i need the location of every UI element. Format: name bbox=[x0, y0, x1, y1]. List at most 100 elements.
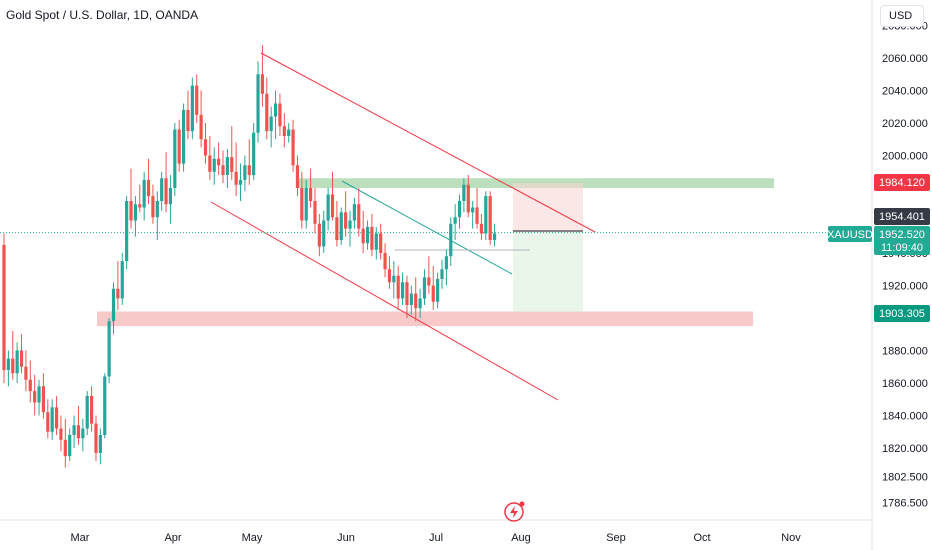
candle-body bbox=[138, 204, 142, 208]
candle bbox=[33, 374, 37, 416]
candle-body bbox=[76, 425, 81, 439]
candle-body bbox=[107, 321, 111, 377]
candle-body bbox=[168, 188, 173, 205]
candle bbox=[72, 415, 76, 448]
candle-body bbox=[98, 435, 102, 453]
candle bbox=[309, 168, 313, 208]
candle-body bbox=[238, 179, 243, 185]
candle-body bbox=[225, 157, 229, 175]
candle-body bbox=[63, 439, 67, 457]
mid-price-label-bg bbox=[874, 208, 930, 225]
candle-body bbox=[24, 366, 28, 380]
candle-body bbox=[173, 129, 177, 188]
drawings-layer bbox=[0, 52, 872, 401]
candle bbox=[221, 150, 225, 184]
candle bbox=[418, 288, 422, 318]
candle-body bbox=[322, 220, 326, 247]
candle bbox=[492, 223, 497, 247]
candle bbox=[488, 191, 492, 245]
candle-body bbox=[383, 253, 387, 270]
candle bbox=[291, 119, 295, 172]
channel-lower-line[interactable] bbox=[210, 201, 559, 401]
candle-body bbox=[392, 275, 396, 283]
take-profit-area[interactable] bbox=[513, 232, 583, 312]
candle-body bbox=[335, 217, 339, 240]
candle bbox=[265, 77, 269, 140]
x-tick-label: Apr bbox=[164, 532, 181, 544]
candle bbox=[181, 103, 186, 172]
resistance-price-label-bg bbox=[874, 174, 930, 191]
candle bbox=[243, 155, 247, 192]
candle bbox=[475, 188, 479, 229]
candle-body bbox=[365, 227, 370, 244]
candle-body bbox=[116, 288, 120, 299]
candle bbox=[164, 152, 168, 213]
candle bbox=[103, 373, 107, 439]
candle bbox=[471, 201, 475, 229]
candle-body bbox=[46, 412, 50, 432]
currency-selector[interactable]: USD bbox=[880, 5, 924, 27]
candle-body bbox=[181, 110, 186, 164]
candle bbox=[344, 191, 348, 237]
candle bbox=[361, 210, 365, 253]
candle-body bbox=[221, 165, 225, 175]
candle bbox=[317, 214, 321, 257]
candle bbox=[374, 227, 378, 260]
candle-body bbox=[462, 184, 466, 201]
candle-body bbox=[111, 288, 116, 322]
x-tick-label: May bbox=[242, 532, 263, 544]
candle bbox=[225, 149, 229, 188]
trend-line[interactable] bbox=[341, 180, 513, 275]
candle-body bbox=[304, 188, 308, 221]
y-tick-label: 1820.000 bbox=[882, 443, 928, 455]
candle bbox=[449, 217, 453, 266]
candle-body bbox=[265, 93, 269, 132]
candle bbox=[217, 142, 221, 175]
candle bbox=[409, 285, 413, 315]
x-tick-label: Oct bbox=[693, 532, 710, 544]
candle bbox=[357, 188, 361, 237]
candle-body bbox=[142, 179, 146, 208]
candle-body bbox=[212, 158, 216, 172]
candle bbox=[98, 428, 102, 465]
symbol-label: XAUUSD bbox=[827, 226, 873, 242]
candle-body bbox=[164, 178, 168, 205]
candle-body bbox=[50, 407, 54, 432]
channel-upper-line[interactable] bbox=[260, 52, 596, 233]
mid-price-label: 1954.401 bbox=[874, 208, 930, 225]
support-price-label: 1903.305 bbox=[874, 305, 930, 322]
bolt-icon[interactable] bbox=[504, 501, 525, 522]
candle-body bbox=[195, 85, 199, 115]
candle bbox=[107, 318, 111, 383]
y-tick-label: 2000.000 bbox=[882, 151, 928, 163]
support-zone[interactable] bbox=[97, 311, 753, 327]
candle bbox=[247, 139, 251, 185]
candle-body bbox=[436, 279, 440, 302]
candle bbox=[116, 261, 120, 310]
candle bbox=[326, 188, 330, 231]
candle bbox=[230, 126, 234, 180]
candles-layer bbox=[2, 45, 497, 468]
candle-body bbox=[471, 207, 475, 213]
candle-body bbox=[357, 204, 361, 229]
candle bbox=[304, 179, 308, 229]
candle bbox=[234, 142, 238, 197]
candle bbox=[370, 214, 374, 257]
candle bbox=[414, 277, 418, 322]
y-tick-label: 1840.000 bbox=[882, 411, 928, 423]
candle-body bbox=[190, 85, 194, 132]
price-axis[interactable]: 2080.0002060.0002040.0002020.0002000.000… bbox=[871, 0, 928, 550]
candle bbox=[260, 45, 265, 107]
candle bbox=[256, 61, 260, 143]
last-price-label-text: 11:09:40 bbox=[881, 242, 923, 254]
candle-body bbox=[379, 233, 383, 253]
mid-price-label-text: 1954.401 bbox=[879, 211, 925, 223]
y-tick-label: 1860.000 bbox=[882, 378, 928, 390]
candle-body bbox=[361, 228, 365, 244]
candle-body bbox=[151, 196, 155, 218]
stop-loss-area[interactable] bbox=[513, 183, 583, 232]
candle-body bbox=[72, 425, 76, 435]
time-axis[interactable]: Mar Apr May Jun Jul Aug Sep Oct Nov bbox=[0, 519, 872, 544]
